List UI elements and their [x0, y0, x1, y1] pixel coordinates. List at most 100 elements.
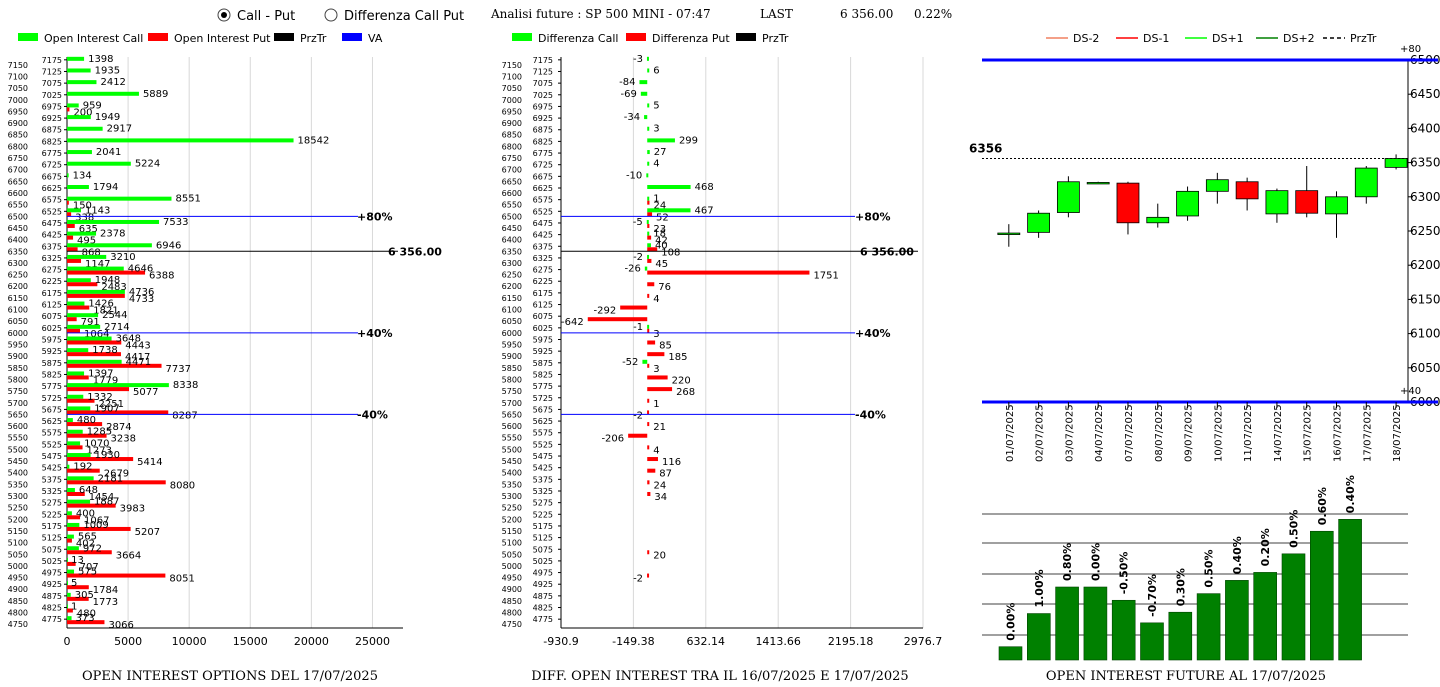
put-bar	[67, 433, 107, 438]
left-label: 5200	[8, 515, 28, 524]
left-label: 5350	[502, 480, 522, 489]
diff-call-label: -10	[626, 170, 642, 181]
diff-put-label: -2	[633, 410, 643, 421]
legend-label: Differenza Put	[652, 32, 730, 45]
strike-label: 5875	[42, 359, 62, 368]
left-label: 6200	[8, 282, 28, 291]
left-label: 5100	[502, 539, 522, 548]
x-tick-label: 2976.7	[904, 635, 943, 648]
left-label: 6750	[8, 154, 28, 163]
radio-diff[interactable]: Differenza Call Put	[324, 8, 464, 24]
date-label: 03/07/2025	[1064, 404, 1075, 462]
strike-label: 4875	[42, 592, 62, 601]
strike-label: 6075	[42, 312, 62, 321]
call-value-label: 2714	[104, 322, 129, 333]
candle-body	[1146, 216, 1170, 224]
date-label: 18/07/2025	[1392, 404, 1403, 462]
left-label: 6800	[502, 142, 522, 151]
call-value-label: 2412	[100, 77, 125, 88]
call-value-label: 1948	[95, 275, 120, 286]
strike-label: 5825	[42, 370, 62, 379]
left-label: 5700	[502, 399, 522, 408]
put-value-label: 8051	[169, 574, 194, 585]
strike-label: 5425	[533, 464, 553, 473]
left-label: 6350	[502, 247, 522, 256]
put-bar	[67, 445, 83, 450]
diff-put-label: 20	[653, 550, 666, 561]
diff-call-label: 467	[695, 205, 714, 216]
diff-put-label: 4	[653, 445, 659, 456]
strike-label: 6375	[42, 242, 62, 251]
candle-body	[1235, 181, 1259, 200]
legend-label: PrzTr	[762, 32, 789, 45]
date-label: 09/07/2025	[1184, 404, 1195, 462]
strike-label: 6325	[533, 254, 553, 263]
diff-put-bar	[647, 422, 650, 427]
put-value-label: 4443	[125, 341, 150, 352]
call-bar	[67, 115, 91, 120]
date-label: 17/07/2025	[1362, 404, 1373, 462]
legend-swatch	[626, 33, 646, 41]
left-label: 6300	[8, 259, 28, 268]
diff-put-label: -292	[593, 306, 616, 317]
strike-label: 6875	[533, 126, 553, 135]
call-value-label: 400	[76, 508, 95, 519]
call-bar	[67, 324, 101, 329]
diff-call-label: 6	[653, 65, 659, 76]
call-value-label: 1398	[88, 54, 113, 65]
left-label: 5850	[8, 364, 28, 373]
strike-label: 6625	[42, 184, 62, 193]
candle-body	[1176, 190, 1199, 217]
diff-put-bar	[647, 410, 650, 415]
left-label: 6200	[502, 282, 522, 291]
call-value-label: 480	[77, 415, 96, 426]
diff-put-bar	[647, 282, 655, 287]
strike-label: 5575	[42, 429, 62, 438]
diff-put-label: 52	[656, 212, 669, 223]
left-label: 4750	[8, 620, 28, 629]
put-value-label: 1064	[84, 329, 109, 340]
put-bar	[67, 328, 81, 333]
legend-label: PrzTr	[300, 32, 327, 45]
candle-body	[1027, 212, 1051, 233]
diff-put-label: 76	[658, 282, 671, 293]
left-label: 5450	[8, 457, 28, 466]
strike-label: 4925	[533, 580, 553, 589]
put-bar	[67, 282, 98, 287]
call-bar	[67, 406, 91, 411]
put-value-label: 480	[77, 609, 96, 620]
future-bar	[1083, 586, 1108, 661]
put-bar	[67, 107, 70, 112]
radio-call-put[interactable]: Call - Put	[217, 8, 295, 24]
candle-body	[1086, 182, 1110, 185]
last-change: 0.22%	[914, 7, 952, 21]
legend-label: Open Interest Put	[174, 32, 271, 45]
legend-label: PrzTr	[1350, 32, 1377, 45]
diff-call-bar	[642, 359, 648, 364]
diff-put-bar	[620, 305, 648, 310]
put-bar	[67, 515, 81, 520]
date-label: 14/07/2025	[1273, 404, 1284, 462]
put-bar	[67, 620, 105, 625]
diff-put-label: 85	[659, 341, 672, 352]
call-value-label: 1285	[87, 427, 112, 438]
strike-label: 4775	[42, 615, 62, 624]
diff-call-label: 40	[655, 240, 668, 251]
diff-put-bar	[647, 457, 658, 462]
diff-call-label: 299	[679, 135, 698, 146]
future-bar	[998, 646, 1023, 661]
diff-put-label: 1	[653, 399, 659, 410]
put-bar	[67, 387, 130, 392]
upper-band-label: +80	[1400, 44, 1421, 55]
x-tick-label: 10000	[172, 635, 207, 648]
put-value-label: 1779	[93, 375, 118, 386]
legend-swatch	[342, 33, 362, 41]
strike-label: 6825	[533, 137, 553, 146]
diff-put-label: 116	[662, 457, 681, 468]
radio-diff-label: Differenza Call Put	[344, 9, 464, 24]
legend-label: Differenza Call	[538, 32, 618, 45]
left-label: 5350	[8, 480, 28, 489]
call-value-label: 5889	[143, 89, 168, 100]
call-value-label: 575	[78, 567, 97, 578]
strike-label: 5175	[533, 522, 553, 531]
